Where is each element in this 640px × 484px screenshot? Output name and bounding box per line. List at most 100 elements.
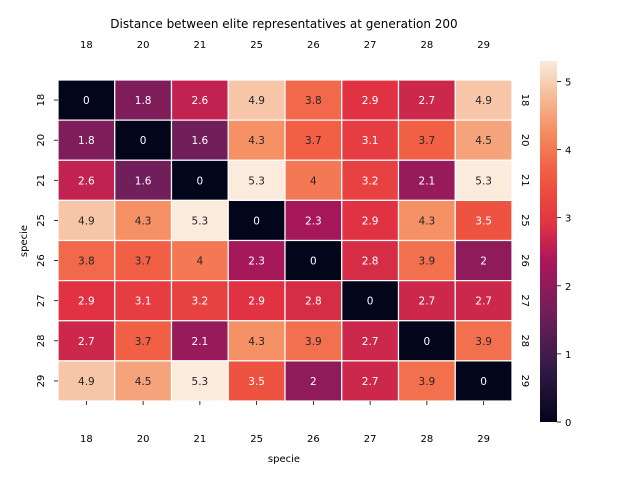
- x-tick-label-top: 28: [421, 40, 434, 51]
- cell-value-label: 4.9: [78, 215, 95, 227]
- y-tick-label-right: 18: [519, 94, 530, 107]
- heatmap-cell: [454, 239, 513, 282]
- x-tick-label-top: 27: [364, 40, 377, 51]
- cell-value-label: 4: [197, 256, 204, 268]
- cell-value-label: 2.7: [475, 296, 492, 308]
- cell-value-label: 3.5: [475, 215, 492, 227]
- cell-value-label: 4.9: [248, 95, 265, 107]
- cell-value-label: 3.9: [419, 376, 436, 388]
- heatmap-cell: [397, 199, 456, 242]
- heatmap-cell: [114, 320, 173, 362]
- cell-value-label: 2.6: [78, 175, 95, 187]
- heatmap-cell: [341, 159, 400, 201]
- cell-value-label: 2.9: [362, 215, 379, 227]
- heatmap-cell: [284, 280, 343, 322]
- heatmap-cell: [114, 159, 173, 201]
- cell-value-label: 3.2: [192, 296, 209, 308]
- cell-value-label: 3.2: [362, 175, 379, 187]
- heatmap-cell: [284, 239, 343, 282]
- x-tick-label-top: 25: [250, 40, 263, 51]
- heatmap-cell: [397, 320, 456, 362]
- colorbar-tick-label: 3: [565, 214, 571, 225]
- x-tick-label-bottom: 20: [137, 434, 150, 445]
- y-tick-label-left: 18: [36, 94, 47, 107]
- cell-value-label: 0: [367, 296, 374, 308]
- colorbar-tick-label: 2: [565, 282, 571, 293]
- heatmap-cell: [454, 79, 513, 121]
- heatmap-cell: [227, 119, 286, 161]
- cell-value-label: 2.1: [419, 175, 436, 187]
- heatmap-cell: [114, 119, 173, 161]
- cell-value-label: 4.5: [475, 135, 492, 147]
- cell-value-label: 3.9: [419, 256, 436, 268]
- y-tick-label-left: 20: [36, 134, 47, 147]
- cell-value-label: 5.3: [192, 376, 209, 388]
- cell-value-label: 4: [310, 175, 317, 187]
- cell-value-label: 5.3: [192, 215, 209, 227]
- x-tick-label-bottom: 28: [421, 434, 434, 445]
- y-tick-label-right: 28: [519, 334, 530, 347]
- heatmap-cell: [114, 79, 173, 121]
- cell-value-label: 4.5: [135, 376, 152, 388]
- colorbar-tick-label: 5: [565, 77, 571, 88]
- cell-value-label: 3.1: [135, 296, 152, 308]
- cell-value-label: 3.7: [419, 135, 436, 147]
- cell-value-label: 2.3: [305, 215, 322, 227]
- cell-value-label: 5.3: [248, 175, 265, 187]
- cell-value-label: 1.8: [135, 95, 152, 107]
- heatmap-cell: [114, 280, 173, 322]
- cell-value-label: 2: [480, 256, 487, 268]
- cell-value-label: 2.7: [362, 336, 379, 348]
- y-tick-label-left: 28: [36, 334, 47, 347]
- cell-value-label: 2.1: [192, 336, 209, 348]
- heatmap-cell: [227, 199, 286, 242]
- cell-value-label: 3.7: [135, 336, 152, 348]
- heatmap-cell: [341, 280, 400, 322]
- y-tick-label-left: 25: [36, 214, 47, 227]
- y-tick-label-right: 20: [519, 134, 530, 147]
- cell-value-label: 3.9: [305, 336, 322, 348]
- y-tick-label-right: 26: [519, 254, 530, 267]
- cell-value-label: 4.3: [248, 336, 265, 348]
- heatmap-cell: [227, 159, 286, 201]
- cell-value-label: 2.8: [305, 296, 322, 308]
- colorbar-tick-label: 0: [565, 418, 571, 429]
- cell-value-label: 1.6: [135, 175, 152, 187]
- y-tick-label-right: 27: [519, 294, 530, 307]
- heatmap-cell: [227, 239, 286, 282]
- heatmap-cell: [341, 119, 400, 161]
- x-tick-label-top: 21: [194, 40, 207, 51]
- x-tick-label-top: 26: [307, 40, 320, 51]
- y-tick-label-right: 25: [519, 214, 530, 227]
- cell-value-label: 2.3: [248, 256, 265, 268]
- x-tick-label-bottom: 26: [307, 434, 320, 445]
- cell-value-label: 2.7: [78, 336, 95, 348]
- heatmap-cell: [284, 199, 343, 242]
- heatmap-cell: [454, 360, 513, 402]
- cell-value-label: 0: [424, 336, 431, 348]
- cell-value-label: 3.8: [78, 256, 95, 268]
- heatmap-cell: [170, 320, 229, 362]
- heatmap-cell: [397, 159, 456, 201]
- cell-value-label: 3.1: [362, 135, 379, 147]
- y-axis-label: specie: [19, 225, 30, 257]
- cell-value-label: 4.9: [78, 376, 95, 388]
- x-tick-label-bottom: 25: [250, 434, 263, 445]
- y-tick-label-left: 26: [36, 254, 47, 267]
- heatmap-cell: [57, 320, 116, 362]
- heatmap-cell: [170, 360, 229, 402]
- cell-value-label: 3.5: [248, 376, 265, 388]
- heatmap-cell: [284, 320, 343, 362]
- cell-value-label: 4.9: [475, 95, 492, 107]
- cell-value-label: 2.8: [362, 256, 379, 268]
- heatmap-cell: [284, 159, 343, 201]
- cell-value-label: 4.3: [248, 135, 265, 147]
- cell-value-label: 3.8: [305, 95, 322, 107]
- heatmap-cell: [454, 159, 513, 201]
- colorbar: [540, 61, 557, 422]
- cell-value-label: 4.3: [419, 215, 436, 227]
- heatmap-cell: [341, 79, 400, 121]
- heatmap-cell: [454, 320, 513, 362]
- cell-value-label: 1.6: [192, 135, 209, 147]
